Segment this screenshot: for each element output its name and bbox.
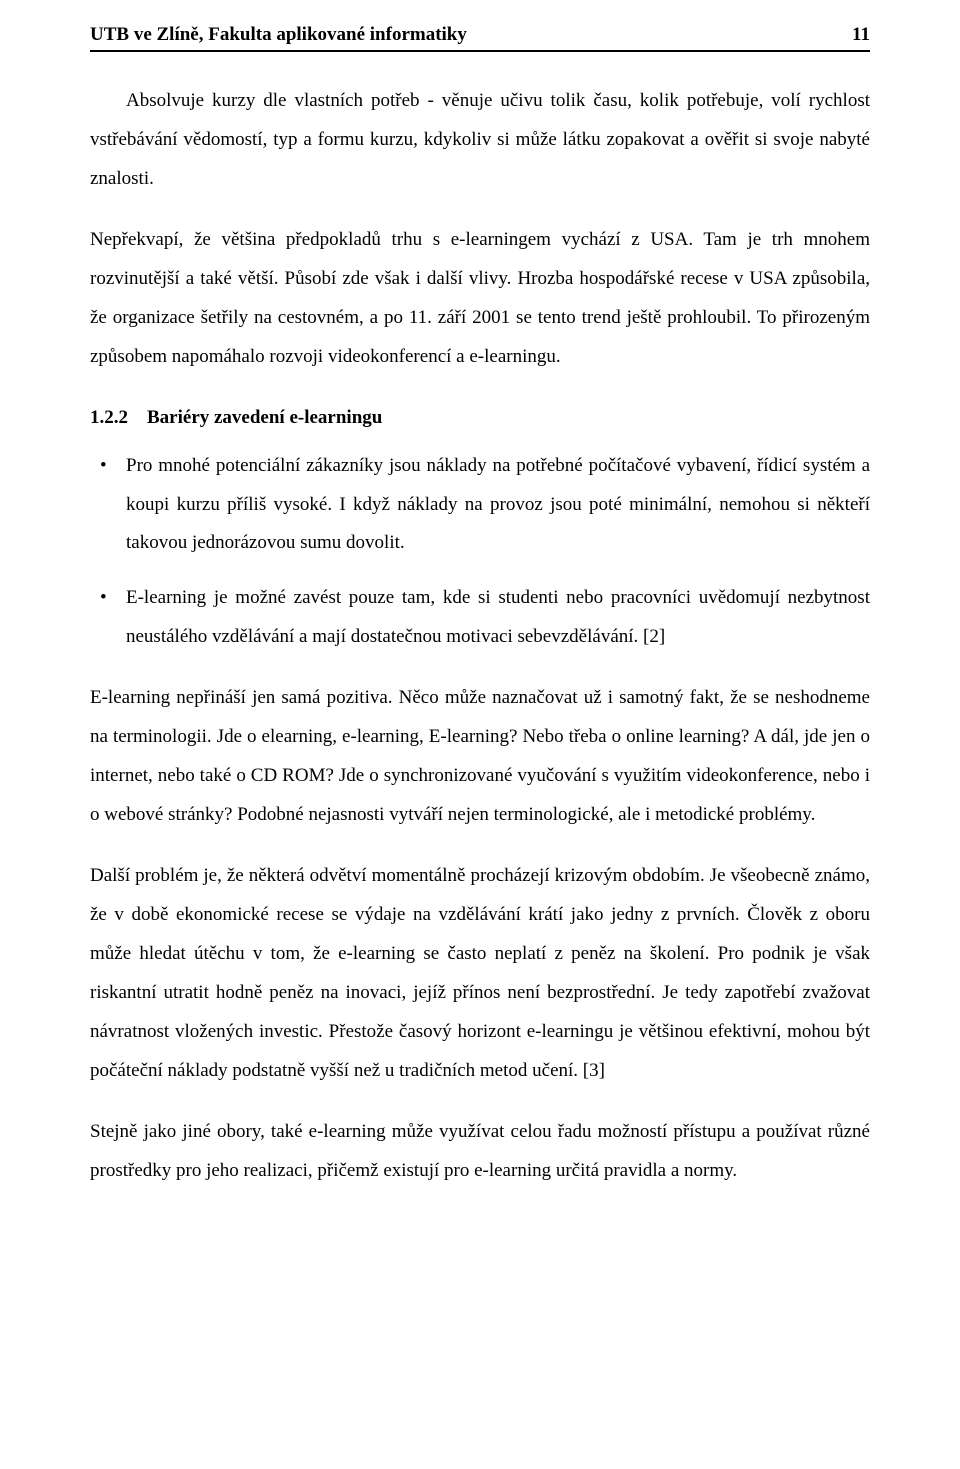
header-institution: UTB ve Zlíně, Fakulta aplikované informa… <box>90 24 467 46</box>
section-number: 1.2.2 <box>90 407 128 428</box>
page-header: UTB ve Zlíně, Fakulta aplikované informa… <box>90 24 870 52</box>
page-container: UTB ve Zlíně, Fakulta aplikované informa… <box>0 0 960 1469</box>
list-item: Pro mnohé potenciální zákazníky jsou nák… <box>90 447 870 564</box>
section-title: Bariéry zavedení e-learningu <box>147 407 382 428</box>
page-number: 11 <box>852 24 870 46</box>
paragraph-3: E-learning nepřináší jen samá pozitiva. … <box>90 679 870 835</box>
section-heading: 1.2.2 Bariéry zavedení e-learningu <box>90 407 870 429</box>
bullet-list: Pro mnohé potenciální zákazníky jsou nák… <box>90 447 870 658</box>
paragraph-1: Absolvuje kurzy dle vlastních potřeb - v… <box>90 82 870 199</box>
list-item: E-learning je možné zavést pouze tam, kd… <box>90 579 870 657</box>
paragraph-5: Stejně jako jiné obory, také e-learning … <box>90 1113 870 1191</box>
paragraph-2: Nepřekvapí, že většina předpokladů trhu … <box>90 221 870 377</box>
paragraph-4: Další problém je, že některá odvětví mom… <box>90 857 870 1091</box>
